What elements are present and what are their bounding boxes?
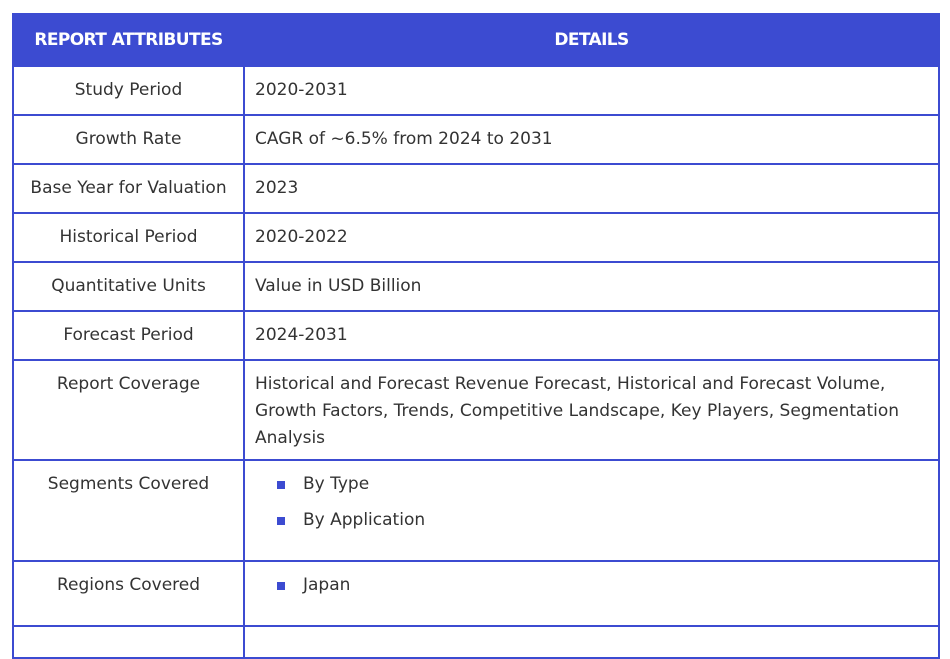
attribute-cell: Quantitative Units xyxy=(12,261,245,312)
list-item-label: By Type xyxy=(303,474,370,494)
attribute-cell: Regions Covered xyxy=(12,560,245,627)
table-row: Forecast Period 2024-2031 xyxy=(12,310,940,361)
list-item: Japan xyxy=(277,572,926,599)
table-row: Report Coverage Historical and Forecast … xyxy=(12,359,940,461)
square-bullet-icon xyxy=(277,582,285,590)
attribute-cell: Report Coverage xyxy=(12,359,245,461)
table-row: Growth Rate CAGR of ~6.5% from 2024 to 2… xyxy=(12,114,940,165)
report-attributes-table: REPORT ATTRIBUTES DETAILS Study Period 2… xyxy=(12,13,940,659)
detail-cell: Value in USD Billion xyxy=(243,261,940,312)
list-item-label: By Application xyxy=(303,510,426,530)
regions-list: Japan xyxy=(255,572,926,599)
table-row xyxy=(12,625,940,659)
list-item-label: Japan xyxy=(303,575,351,595)
attribute-cell xyxy=(12,625,245,659)
attribute-cell: Base Year for Valuation xyxy=(12,163,245,214)
table-row: Base Year for Valuation 2023 xyxy=(12,163,940,214)
detail-cell: 2024-2031 xyxy=(243,310,940,361)
table-row: Quantitative Units Value in USD Billion xyxy=(12,261,940,312)
detail-cell xyxy=(243,625,940,659)
list-item: By Application xyxy=(277,507,926,534)
table-row: Historical Period 2020-2022 xyxy=(12,212,940,263)
attribute-cell: Forecast Period xyxy=(12,310,245,361)
detail-cell: By Type By Application xyxy=(243,459,940,562)
table-row: Study Period 2020-2031 xyxy=(12,65,940,116)
attribute-cell: Segments Covered xyxy=(12,459,245,562)
square-bullet-icon xyxy=(277,481,285,489)
table-row: Regions Covered Japan xyxy=(12,560,940,627)
detail-cell: Historical and Forecast Revenue Forecast… xyxy=(243,359,940,461)
header-details: DETAILS xyxy=(243,13,940,67)
detail-cell: CAGR of ~6.5% from 2024 to 2031 xyxy=(243,114,940,165)
detail-cell: Japan xyxy=(243,560,940,627)
square-bullet-icon xyxy=(277,517,285,525)
attribute-cell: Study Period xyxy=(12,65,245,116)
attribute-cell: Growth Rate xyxy=(12,114,245,165)
header-report-attributes: REPORT ATTRIBUTES xyxy=(12,13,245,67)
detail-cell: 2020-2022 xyxy=(243,212,940,263)
detail-cell: 2020-2031 xyxy=(243,65,940,116)
attribute-cell: Historical Period xyxy=(12,212,245,263)
table-row: Segments Covered By Type By Application xyxy=(12,459,940,562)
table-header-row: REPORT ATTRIBUTES DETAILS xyxy=(12,13,940,67)
detail-cell: 2023 xyxy=(243,163,940,214)
segments-list: By Type By Application xyxy=(255,471,926,534)
list-item: By Type xyxy=(277,471,926,498)
